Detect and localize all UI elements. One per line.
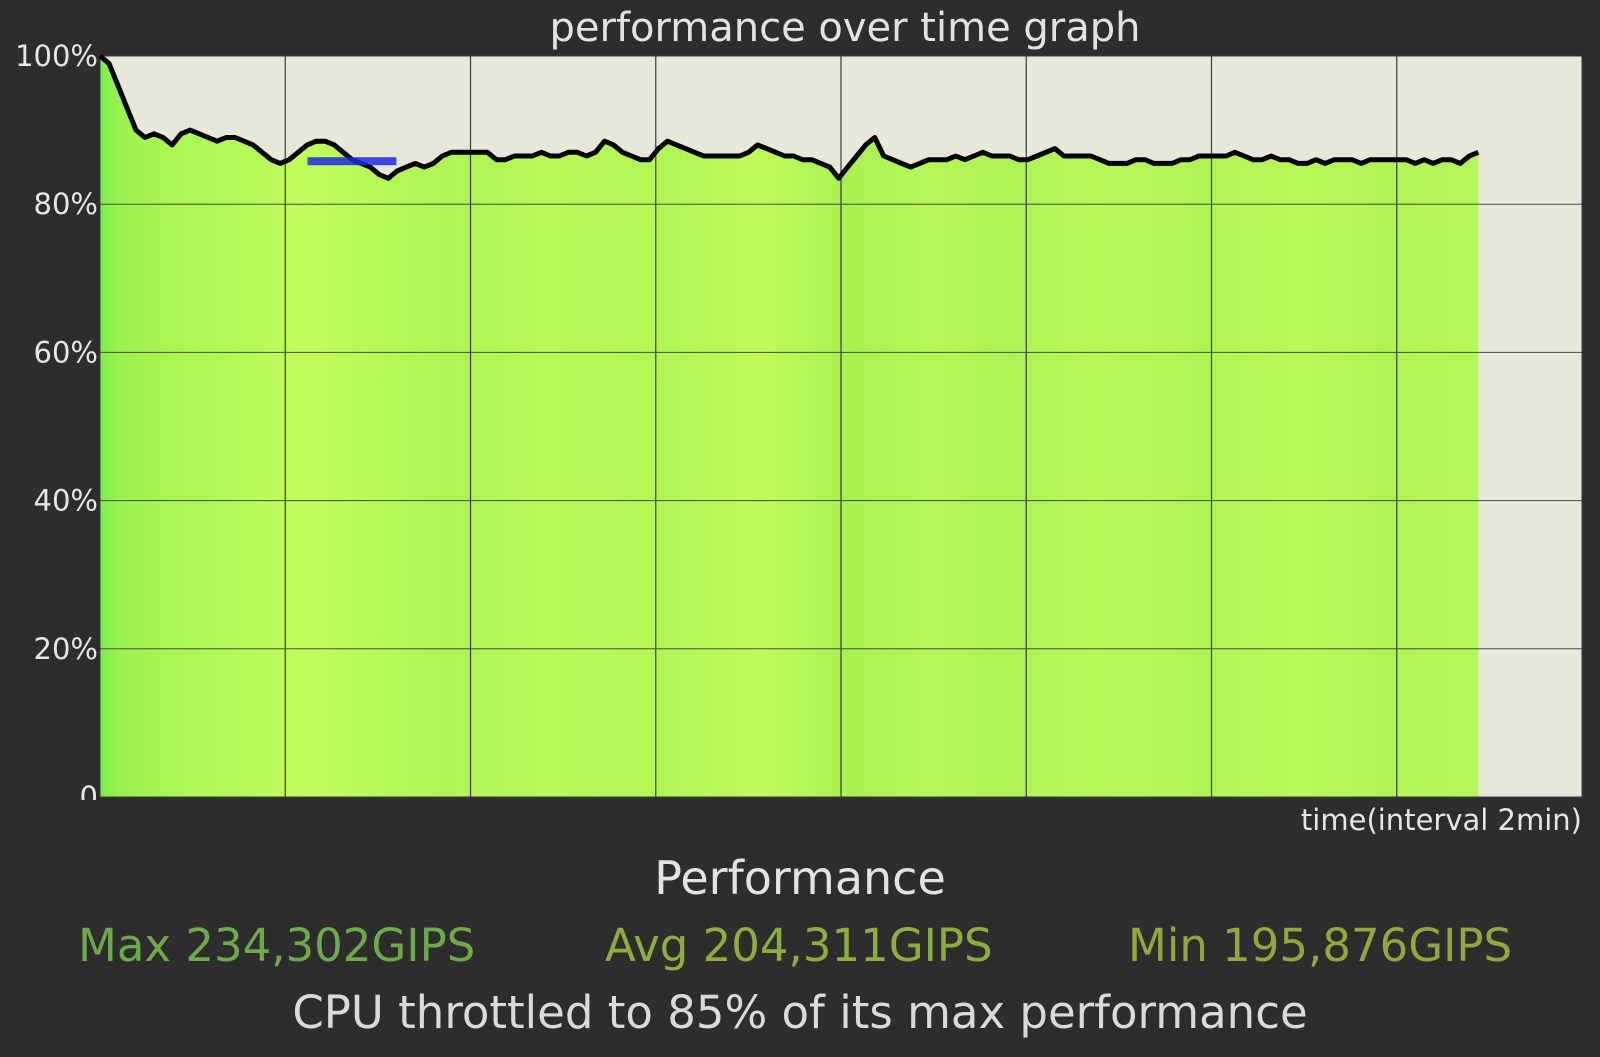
y-tick-label: 40%: [34, 484, 98, 518]
performance-heading: Performance: [654, 851, 946, 905]
x-axis-label: time(interval 2min): [1300, 803, 1582, 837]
y-tick-label: 20%: [34, 632, 98, 666]
plot-border: [99, 55, 1583, 798]
series-line-layer: [98, 54, 1480, 181]
max-performance-stat: Max 234,302GIPS: [78, 919, 476, 972]
chart-title: performance over time graph: [549, 5, 1141, 51]
y-tick-label: 0: [80, 780, 98, 800]
avg-performance-stat: Avg 204,311GIPS: [605, 919, 993, 972]
area-fill: [100, 56, 1479, 797]
min-performance-stat: Min 195,876GIPS: [1128, 919, 1513, 972]
y-tick-label: 100%: [15, 39, 98, 73]
grid-lines: [99, 55, 1583, 798]
series-line: [98, 54, 1480, 181]
performance-chart: 0 20% 40% 60% 80% 100%: [15, 39, 1583, 800]
y-tick-label: 80%: [34, 187, 98, 221]
series-area: [100, 56, 1479, 797]
throttle-summary: CPU throttled to 85% of its max performa…: [292, 986, 1308, 1039]
y-tick-labels: 0 20% 40% 60% 80% 100%: [15, 39, 98, 800]
min-marker-layer: [307, 157, 397, 166]
min-marker: [307, 157, 397, 166]
y-tick-label: 60%: [34, 335, 98, 369]
